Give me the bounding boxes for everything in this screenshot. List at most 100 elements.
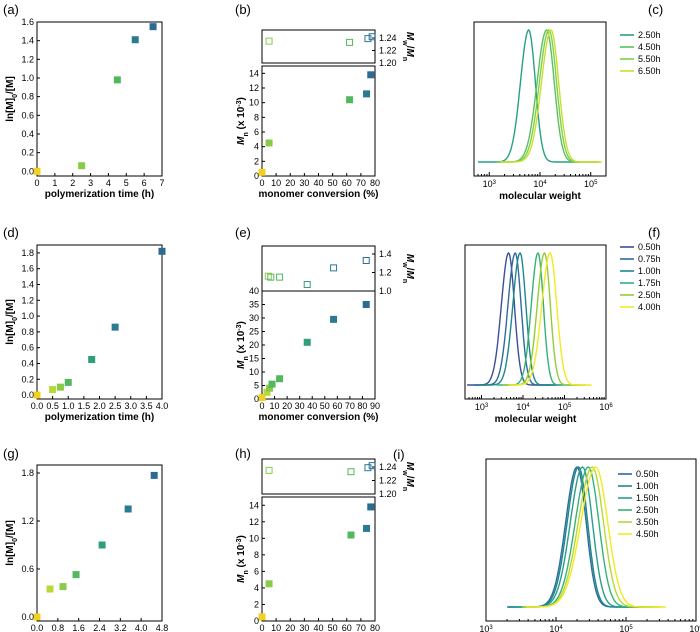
x-tick-label: 104 [549, 624, 563, 632]
pdi-point [364, 464, 372, 472]
panel-label: (h) [235, 446, 251, 461]
y2-tick-label: 1.20 [379, 489, 397, 499]
y2-label-w: w [402, 261, 409, 268]
x-tick-label: 104 [516, 402, 530, 412]
x-tick-label: 3 [88, 178, 93, 188]
x-tick-label: 3.5 [140, 401, 153, 411]
y2-tick-label: 1.20 [379, 58, 397, 68]
data-point [46, 585, 54, 593]
data-point [33, 391, 41, 399]
x-tick-base: 10 [584, 179, 594, 189]
legend-label: 1.00h [636, 481, 659, 491]
panel-b: (b) 0 10 20 30 40 50 60 70 80 0 2 4 6 8 10 12 14 1.20 1.22 1… [235, 2, 415, 200]
y-tick-label: 14 [249, 68, 259, 78]
x-tick-base: 10 [479, 624, 489, 632]
plot-frame-bottom [261, 290, 376, 400]
y-tick-label: 1.4 [21, 279, 34, 289]
pdi-point [276, 273, 284, 281]
mn-point [265, 139, 273, 147]
legend-label: 2.50h [636, 505, 659, 515]
panel-label: (a) [3, 2, 19, 17]
y-tick-label: 25 [249, 327, 259, 337]
x-tick-label: 70 [345, 401, 355, 411]
y2-tick-label: 1.2 [379, 268, 392, 278]
x-tick-label: 0.5 [46, 401, 59, 411]
x-axis-label: molecular weight [499, 191, 581, 202]
data-point [33, 167, 41, 175]
x-tick-label: 2.5 [109, 401, 122, 411]
y2-label-m1: M [404, 254, 415, 263]
legend-label: 2.50h [638, 30, 661, 40]
y2-label-m2: M [404, 270, 415, 279]
x-tick-label: 103 [479, 624, 493, 632]
gpc-trace [498, 29, 600, 163]
data-point [33, 613, 41, 621]
y-axis-label-sub: 0 [12, 94, 19, 98]
y-tick-label: 1.6 [21, 17, 34, 27]
y-tick-label: 35 [249, 300, 259, 310]
x-tick-label: 30 [299, 178, 309, 188]
y-tick-label: 8 [254, 550, 259, 560]
y-label-n: n [243, 132, 250, 136]
y-tick-label: 20 [249, 340, 259, 350]
y-tick-label: 10 [249, 98, 259, 108]
x-tick-label: 1.0 [62, 401, 75, 411]
legend-label: 1.50h [636, 493, 659, 503]
mn-point [258, 168, 266, 176]
x-tick-label: 0 [259, 623, 264, 632]
legend-label: 6.50h [638, 66, 661, 76]
x-tick-label: 0.0 [31, 401, 44, 411]
x-tick-label: 103 [475, 402, 489, 412]
y-tick-label: 0.0 [21, 166, 34, 176]
x-tick-exp: 3 [489, 625, 493, 631]
data-point [56, 383, 64, 391]
x-tick-label: 20 [282, 401, 292, 411]
x-tick-label: 30 [295, 401, 305, 411]
x-tick-label: 6 [142, 178, 147, 188]
y-tick-label: 6 [254, 127, 259, 137]
x-tick-exp: 5 [629, 625, 633, 631]
plot-frame [36, 244, 163, 400]
panel-label: (g) [3, 446, 19, 461]
y-label-m: M [236, 136, 247, 145]
mn-point [268, 380, 276, 388]
data-point [149, 23, 157, 31]
gpc-trace [495, 29, 598, 163]
x-tick-label: 40 [307, 401, 317, 411]
x-tick-label: 2.0 [93, 401, 106, 411]
x-tick-label: 60 [332, 401, 342, 411]
x-tick-label: 103 [483, 179, 497, 189]
y-tick-label: 0.8 [21, 327, 34, 337]
x-tick-exp: 4 [526, 403, 530, 409]
panel-label: (c) [648, 2, 663, 17]
x-axis-label: molecular weight [495, 414, 577, 425]
plot-frame-bottom [261, 65, 376, 177]
mn-point [363, 524, 371, 532]
mn-point [303, 338, 311, 346]
y-tick-label: 0.4 [21, 129, 34, 139]
x-tick-label: 106 [689, 624, 700, 632]
x-tick-base: 10 [516, 402, 526, 412]
legend-label: 4.50h [636, 529, 659, 539]
x-tick-label: 2 [70, 178, 75, 188]
x-axis-label: polymerization time (h) [45, 189, 154, 200]
y-axis-label: Mn (x 10-3) [236, 97, 250, 145]
pdi-point [330, 264, 338, 272]
mn-point [266, 384, 274, 392]
legend-label: 5.50h [638, 54, 661, 64]
x-tick-base: 10 [619, 624, 629, 632]
legend-label: 0.75h [638, 254, 661, 264]
gpc-trace [478, 251, 562, 386]
y-tick-label: 5 [254, 381, 259, 391]
x-axis-label: monomer conversion (%) [258, 412, 378, 423]
plot-frame-top [261, 245, 376, 292]
x-tick-label: 105 [584, 179, 598, 189]
y-tick-label: 1.2 [21, 54, 34, 64]
y-tick-label: 12 [249, 517, 259, 527]
y2-label-m1: M [404, 32, 415, 41]
pdi-point [368, 33, 376, 41]
y-tick-label: 0 [254, 171, 259, 181]
